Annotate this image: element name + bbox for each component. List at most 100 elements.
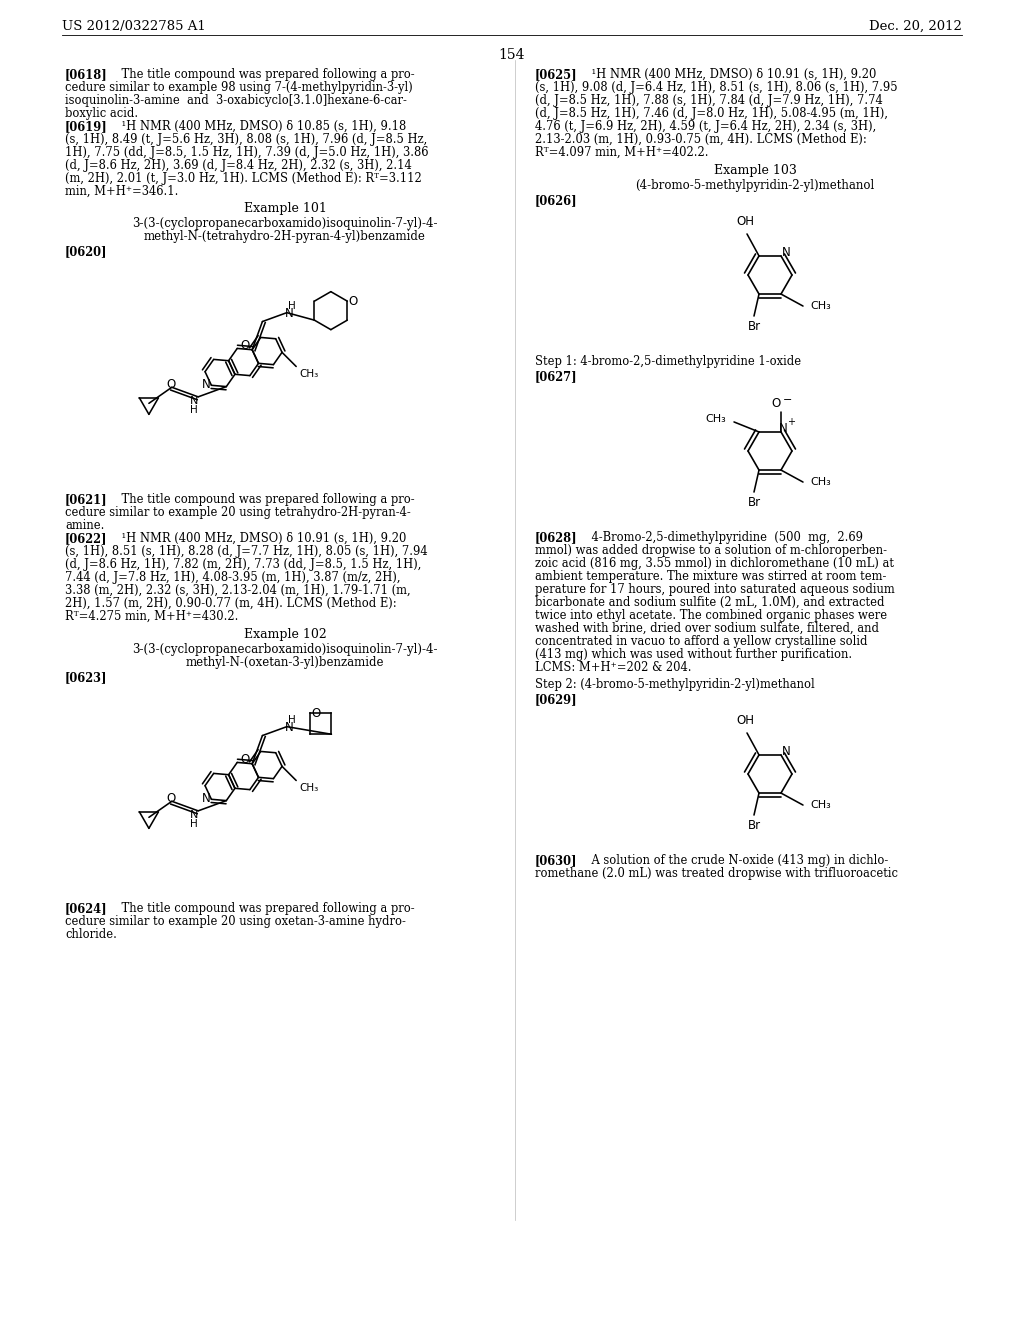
Text: O: O: [167, 792, 176, 805]
Text: chloride.: chloride.: [65, 928, 117, 941]
Text: N: N: [781, 247, 791, 260]
Text: N: N: [190, 396, 199, 405]
Text: (d, J=8.5 Hz, 1H), 7.88 (s, 1H), 7.84 (d, J=7.9 Hz, 1H), 7.74: (d, J=8.5 Hz, 1H), 7.88 (s, 1H), 7.84 (d…: [535, 94, 883, 107]
Text: (s, 1H), 8.51 (s, 1H), 8.28 (d, J=7.7 Hz, 1H), 8.05 (s, 1H), 7.94: (s, 1H), 8.51 (s, 1H), 8.28 (d, J=7.7 Hz…: [65, 545, 428, 558]
Text: bicarbonate and sodium sulfite (2 mL, 1.0M), and extracted: bicarbonate and sodium sulfite (2 mL, 1.…: [535, 597, 885, 609]
Text: H: H: [190, 818, 198, 829]
Text: romethane (2.0 mL) was treated dropwise with trifluoroacetic: romethane (2.0 mL) was treated dropwise …: [535, 867, 898, 880]
Text: N: N: [285, 721, 293, 734]
Text: 2.13-2.03 (m, 1H), 0.93-0.75 (m, 4H). LCMS (Method E):: 2.13-2.03 (m, 1H), 0.93-0.75 (m, 4H). LC…: [535, 133, 866, 147]
Text: 2H), 1.57 (m, 2H), 0.90-0.77 (m, 4H). LCMS (Method E):: 2H), 1.57 (m, 2H), 0.90-0.77 (m, 4H). LC…: [65, 597, 396, 610]
Text: O: O: [241, 754, 250, 766]
Text: (s, 1H), 9.08 (d, J=6.4 Hz, 1H), 8.51 (s, 1H), 8.06 (s, 1H), 7.95: (s, 1H), 9.08 (d, J=6.4 Hz, 1H), 8.51 (s…: [535, 81, 898, 94]
Text: Step 1: 4-bromo-2,5-dimethylpyridine 1-oxide: Step 1: 4-bromo-2,5-dimethylpyridine 1-o…: [535, 355, 801, 368]
Text: N: N: [202, 792, 211, 805]
Text: 4.76 (t, J=6.9 Hz, 2H), 4.59 (t, J=6.4 Hz, 2H), 2.34 (s, 3H),: 4.76 (t, J=6.9 Hz, 2H), 4.59 (t, J=6.4 H…: [535, 120, 877, 133]
Text: (4-bromo-5-methylpyridin-2-yl)methanol: (4-bromo-5-methylpyridin-2-yl)methanol: [635, 180, 874, 191]
Text: US 2012/0322785 A1: US 2012/0322785 A1: [62, 20, 206, 33]
Text: (d, J=8.6 Hz, 1H), 7.82 (m, 2H), 7.73 (dd, J=8.5, 1.5 Hz, 1H),: (d, J=8.6 Hz, 1H), 7.82 (m, 2H), 7.73 (d…: [65, 558, 421, 572]
Text: ambient temperature. The mixture was stirred at room tem-: ambient temperature. The mixture was sti…: [535, 570, 887, 583]
Text: N: N: [202, 378, 211, 391]
Text: [0626]: [0626]: [535, 194, 578, 207]
Text: +: +: [787, 417, 795, 426]
Text: O: O: [771, 397, 780, 411]
Text: methyl-N-(oxetan-3-yl)benzamide: methyl-N-(oxetan-3-yl)benzamide: [185, 656, 384, 669]
Text: (d, J=8.6 Hz, 2H), 3.69 (d, J=8.4 Hz, 2H), 2.32 (s, 3H), 2.14: (d, J=8.6 Hz, 2H), 3.69 (d, J=8.4 Hz, 2H…: [65, 158, 412, 172]
Text: N: N: [778, 422, 787, 436]
Text: CH₃: CH₃: [810, 477, 830, 487]
Text: Step 2: (4-bromo-5-methylpyridin-2-yl)methanol: Step 2: (4-bromo-5-methylpyridin-2-yl)me…: [535, 678, 815, 690]
Text: zoic acid (816 mg, 3.55 mmol) in dichloromethane (10 mL) at: zoic acid (816 mg, 3.55 mmol) in dichlor…: [535, 557, 894, 570]
Text: Example 102: Example 102: [244, 628, 327, 642]
Text: Br: Br: [748, 319, 761, 333]
Text: CH₃: CH₃: [810, 800, 830, 810]
Text: The title compound was prepared following a pro-: The title compound was prepared followin…: [106, 492, 415, 506]
Text: washed with brine, dried over sodium sulfate, filtered, and: washed with brine, dried over sodium sul…: [535, 622, 879, 635]
Text: concentrated in vacuo to afford a yellow crystalline solid: concentrated in vacuo to afford a yellow…: [535, 635, 867, 648]
Text: ¹H NMR (400 MHz, DMSO) δ 10.91 (s, 1H), 9.20: ¹H NMR (400 MHz, DMSO) δ 10.91 (s, 1H), …: [106, 532, 407, 545]
Text: ¹H NMR (400 MHz, DMSO) δ 10.85 (s, 1H), 9.18: ¹H NMR (400 MHz, DMSO) δ 10.85 (s, 1H), …: [106, 120, 407, 133]
Text: mmol) was added dropwise to a solution of m-chloroperben-: mmol) was added dropwise to a solution o…: [535, 544, 887, 557]
Text: [0627]: [0627]: [535, 370, 578, 383]
Text: [0628]: [0628]: [535, 531, 578, 544]
Text: methyl-N-(tetrahydro-2H-pyran-4-yl)benzamide: methyl-N-(tetrahydro-2H-pyran-4-yl)benza…: [144, 230, 426, 243]
Text: 4-Bromo-2,5-dimethylpyridine  (500  mg,  2.69: 4-Bromo-2,5-dimethylpyridine (500 mg, 2.…: [577, 531, 863, 544]
Text: The title compound was prepared following a pro-: The title compound was prepared followin…: [106, 69, 415, 81]
Text: H: H: [288, 301, 296, 310]
Text: Example 101: Example 101: [244, 202, 327, 215]
Text: Br: Br: [748, 495, 761, 508]
Text: [0624]: [0624]: [65, 902, 108, 915]
Text: H: H: [288, 714, 296, 725]
Text: 7.44 (d, J=7.8 Hz, 1H), 4.08-3.95 (m, 1H), 3.87 (m/z, 2H),: 7.44 (d, J=7.8 Hz, 1H), 4.08-3.95 (m, 1H…: [65, 572, 400, 583]
Text: CH₃: CH₃: [299, 370, 318, 379]
Text: [0630]: [0630]: [535, 854, 578, 867]
Text: LCMS: M+H⁺=202 & 204.: LCMS: M+H⁺=202 & 204.: [535, 661, 691, 675]
Text: The title compound was prepared following a pro-: The title compound was prepared followin…: [106, 902, 415, 915]
Text: (s, 1H), 8.49 (t, J=5.6 Hz, 3H), 8.08 (s, 1H), 7.96 (d, J=8.5 Hz,: (s, 1H), 8.49 (t, J=5.6 Hz, 3H), 8.08 (s…: [65, 133, 427, 147]
Text: amine.: amine.: [65, 519, 104, 532]
Text: 3-(3-(cyclopropanecarboxamido)isoquinolin-7-yl)-4-: 3-(3-(cyclopropanecarboxamido)isoquinoli…: [132, 216, 437, 230]
Text: CH₃: CH₃: [299, 784, 318, 793]
Text: A solution of the crude N-oxide (413 mg) in dichlo-: A solution of the crude N-oxide (413 mg)…: [577, 854, 888, 867]
Text: Dec. 20, 2012: Dec. 20, 2012: [869, 20, 962, 33]
Text: 3-(3-(cyclopropanecarboxamido)isoquinolin-7-yl)-4-: 3-(3-(cyclopropanecarboxamido)isoquinoli…: [132, 643, 437, 656]
Text: (d, J=8.5 Hz, 1H), 7.46 (d, J=8.0 Hz, 1H), 5.08-4.95 (m, 1H),: (d, J=8.5 Hz, 1H), 7.46 (d, J=8.0 Hz, 1H…: [535, 107, 888, 120]
Text: boxylic acid.: boxylic acid.: [65, 107, 138, 120]
Text: 3.38 (m, 2H), 2.32 (s, 3H), 2.13-2.04 (m, 1H), 1.79-1.71 (m,: 3.38 (m, 2H), 2.32 (s, 3H), 2.13-2.04 (m…: [65, 583, 411, 597]
Text: [0620]: [0620]: [65, 246, 108, 257]
Text: [0619]: [0619]: [65, 120, 108, 133]
Text: 1H), 7.75 (dd, J=8.5, 1.5 Hz, 1H), 7.39 (d, J=5.0 Hz, 1H), 3.86: 1H), 7.75 (dd, J=8.5, 1.5 Hz, 1H), 7.39 …: [65, 147, 428, 158]
Text: O: O: [311, 706, 321, 719]
Text: N: N: [781, 746, 791, 759]
Text: [0623]: [0623]: [65, 671, 108, 684]
Text: O: O: [241, 339, 250, 352]
Text: N: N: [285, 308, 293, 321]
Text: Rᵀ=4.275 min, M+H⁺=430.2.: Rᵀ=4.275 min, M+H⁺=430.2.: [65, 610, 239, 623]
Text: [0618]: [0618]: [65, 69, 108, 81]
Text: [0621]: [0621]: [65, 492, 108, 506]
Text: Example 103: Example 103: [714, 164, 797, 177]
Text: [0629]: [0629]: [535, 693, 578, 706]
Text: cedure similar to example 20 using oxetan-3-amine hydro-: cedure similar to example 20 using oxeta…: [65, 915, 406, 928]
Text: perature for 17 hours, poured into saturated aqueous sodium: perature for 17 hours, poured into satur…: [535, 583, 895, 597]
Text: (413 mg) which was used without further purification.: (413 mg) which was used without further …: [535, 648, 852, 661]
Text: [0625]: [0625]: [535, 69, 578, 81]
Text: [0622]: [0622]: [65, 532, 108, 545]
Text: cedure similar to example 20 using tetrahydro-2H-pyran-4-: cedure similar to example 20 using tetra…: [65, 506, 411, 519]
Text: N: N: [190, 810, 199, 820]
Text: OH: OH: [736, 215, 754, 228]
Text: OH: OH: [736, 714, 754, 727]
Text: O: O: [349, 294, 358, 308]
Text: CH₃: CH₃: [706, 414, 726, 424]
Text: H: H: [190, 405, 198, 414]
Text: Rᵀ=4.097 min, M+H⁺=402.2.: Rᵀ=4.097 min, M+H⁺=402.2.: [535, 147, 709, 158]
Text: (m, 2H), 2.01 (t, J=3.0 Hz, 1H). LCMS (Method E): Rᵀ=3.112: (m, 2H), 2.01 (t, J=3.0 Hz, 1H). LCMS (M…: [65, 172, 422, 185]
Text: Br: Br: [748, 818, 761, 832]
Text: O: O: [167, 378, 176, 391]
Text: 154: 154: [499, 48, 525, 62]
Text: −: −: [783, 395, 793, 405]
Text: CH₃: CH₃: [810, 301, 830, 312]
Text: twice into ethyl acetate. The combined organic phases were: twice into ethyl acetate. The combined o…: [535, 609, 887, 622]
Text: isoquinolin-3-amine  and  3-oxabicyclo[3.1.0]hexane-6-car-: isoquinolin-3-amine and 3-oxabicyclo[3.1…: [65, 94, 407, 107]
Text: min, M+H⁺=346.1.: min, M+H⁺=346.1.: [65, 185, 178, 198]
